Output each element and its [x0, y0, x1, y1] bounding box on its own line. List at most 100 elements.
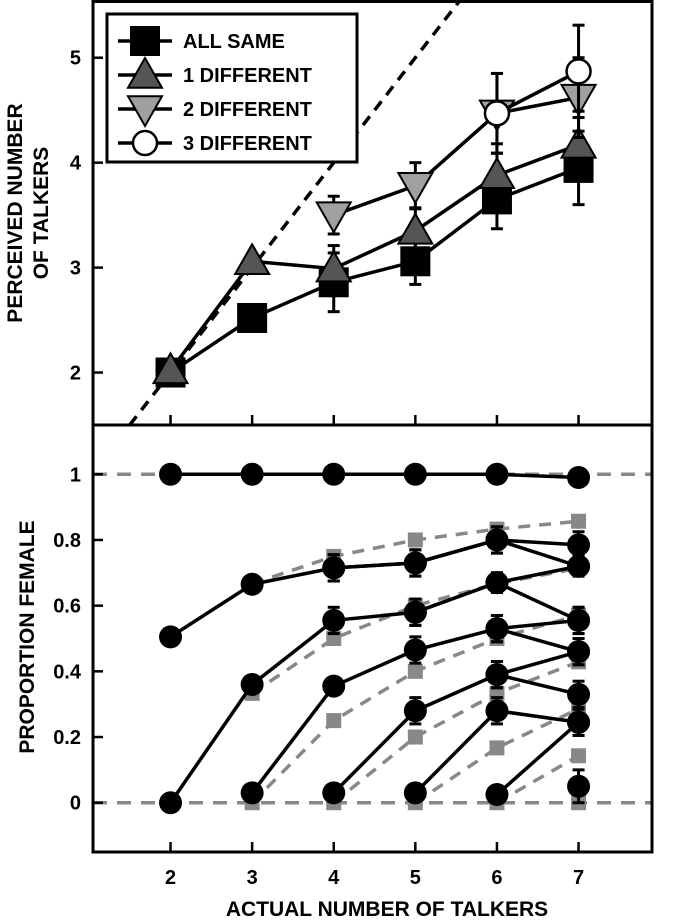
observed-0-point-5	[567, 466, 591, 490]
bottom-ytick-label-0: 0	[70, 793, 81, 815]
observed-8-point-1	[403, 699, 427, 723]
top-ytick-label-1: 3	[70, 258, 81, 280]
series-1	[151, 109, 598, 385]
legend-marker-1	[126, 55, 164, 89]
observed-10-point-0	[485, 783, 509, 807]
bottom-plot-frame	[91, 423, 654, 854]
bottom-xtick-label-2: 4	[328, 867, 340, 889]
legend-label-1: 1 DIFFERENT	[183, 65, 312, 87]
series-1-line	[169, 143, 580, 372]
observed-2-point-4	[485, 528, 509, 552]
axis-text: PERCEIVED NUMBER OF TALKERS PROPORTION F…	[4, 103, 548, 921]
bottom-ytick-label-5: 1	[70, 464, 81, 486]
top-ytick-label-2: 4	[70, 153, 82, 175]
bottom-xtick-label-5: 7	[573, 867, 584, 889]
observed-2-point-3	[403, 551, 427, 575]
series-2-point-0	[315, 201, 353, 235]
observed-2-point-2	[322, 556, 346, 580]
top-ytick-label-0: 2	[70, 363, 81, 385]
predicted-3-line	[332, 660, 580, 805]
observed-3-point-2	[567, 554, 591, 578]
identity-reference-line	[128, 0, 462, 425]
observed-0-point-3	[403, 462, 427, 486]
observed-2-point-0	[159, 625, 183, 649]
observed-9-point-0	[403, 781, 427, 805]
observed-4-point-3	[403, 600, 427, 624]
predicted-0-point-4	[571, 513, 587, 529]
series-1-point-1	[233, 242, 271, 276]
predicted-2-point-2	[407, 663, 423, 679]
observed-4-point-2	[322, 608, 346, 632]
legend-label-0: ALL SAME	[183, 31, 285, 53]
top-panel: 2 3 4 5 ALL SAME 1 DIFFERENT 2 DIFFERENT 3 DIFF…	[70, 0, 654, 427]
observed-10-line	[495, 720, 580, 796]
bottom-ytick-label-1: 0.2	[53, 727, 81, 749]
bottom-xtick-label-0: 2	[165, 867, 176, 889]
series-2-line	[333, 95, 579, 217]
series-0-point-1	[237, 302, 268, 333]
observed-4-line	[169, 580, 580, 804]
observed-9-point-1	[485, 699, 509, 723]
legend-marker-2	[126, 95, 164, 129]
observed-7-point-1	[567, 640, 591, 664]
legend-label-3: 3 DIFFERENT	[183, 133, 312, 155]
observed-0-line	[170, 472, 579, 480]
series-3-line	[496, 69, 580, 115]
bottom-xtick-label-3: 5	[410, 867, 421, 889]
predicted-5-point-1	[571, 748, 587, 764]
series-3	[483, 23, 592, 155]
series-1-point-3	[396, 211, 435, 245]
observed-4-point-1	[240, 672, 264, 696]
predicted-2-point-1	[326, 713, 342, 729]
predicted-4-point-1	[489, 740, 505, 756]
predicted-5-line	[496, 754, 580, 805]
observed-6-point-3	[485, 617, 509, 641]
observed-2-line	[169, 538, 580, 639]
observed-6-point-1	[322, 674, 346, 698]
top-ylabel-line-1: PERCEIVED NUMBER	[4, 103, 27, 322]
observed-0-point-2	[322, 462, 346, 486]
series-1-point-4	[478, 156, 516, 189]
observed-11-point-0	[567, 774, 591, 798]
series-1-point-0	[151, 351, 190, 385]
observed-0-point-4	[485, 462, 509, 486]
series-3-point-0	[483, 100, 511, 127]
observed-8-point-2	[485, 663, 509, 687]
observed-8-line	[332, 672, 579, 795]
observed-6-point-0	[240, 781, 264, 805]
observed-10	[485, 707, 591, 807]
observed-5-point-1	[567, 608, 591, 632]
bottom-xtick-label-4: 6	[491, 867, 502, 889]
observed-2-point-1	[240, 572, 264, 596]
series-3-point-1	[565, 58, 592, 85]
x-axis-label: ACTUAL NUMBER OF TALKERS	[226, 898, 548, 921]
observed-5-line	[496, 618, 579, 631]
observed-8	[322, 659, 591, 805]
observed-4-point-4	[485, 571, 509, 595]
observed-0-point-0	[159, 462, 183, 486]
observed-11	[567, 768, 591, 805]
observed-1-point-3	[567, 533, 591, 557]
bottom-ytick-label-2: 0.4	[53, 661, 82, 683]
legend-marker-0	[130, 26, 160, 56]
observed-8-point-0	[322, 781, 346, 805]
top-ylabel-line-2: OF TALKERS	[30, 147, 53, 280]
series-1-point-2	[315, 249, 353, 283]
predicted-0-point-2	[407, 532, 423, 548]
series-2-point-1	[396, 171, 435, 205]
observed-8-point-3	[567, 682, 591, 706]
bottom-ylabel: PROPORTION FEMALE	[16, 520, 39, 753]
observed-7-line	[496, 649, 580, 677]
predicted-3-point-1	[407, 729, 423, 745]
bottom-ytick-label-4: 0.8	[53, 530, 81, 552]
observed-0	[159, 462, 591, 490]
bottom-panel: 0 0.2 0.4 0.6 0.8 1 2 3 4 5 6 7	[53, 423, 654, 889]
observed-6-point-2	[403, 638, 427, 662]
legend-marker-3	[131, 129, 159, 157]
observed-10-point-1	[567, 710, 591, 734]
legend: ALL SAME 1 DIFFERENT 2 DIFFERENT 3 DIFFEREN…	[105, 12, 359, 164]
observed-4-point-0	[159, 791, 183, 815]
bottom-xtick-label-1: 3	[247, 867, 258, 889]
legend-label-2: 2 DIFFERENT	[183, 99, 312, 121]
